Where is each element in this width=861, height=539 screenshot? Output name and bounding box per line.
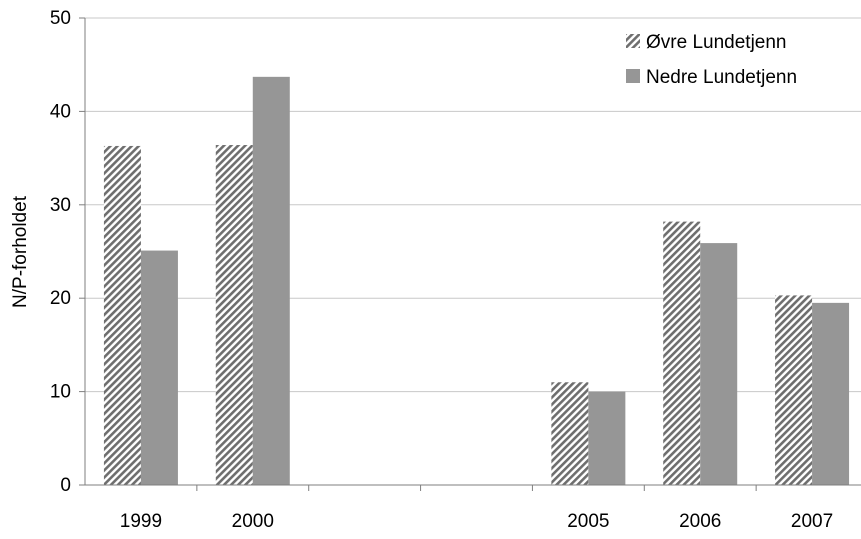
y-tick-label: 20 <box>50 288 71 309</box>
legend-label-nedre: Nedre Lundetjenn <box>646 67 797 88</box>
bars <box>103 76 850 486</box>
bar-nedre-2006 <box>700 243 738 485</box>
bar-ovre-2006 <box>663 221 701 485</box>
bar-nedre-2005 <box>588 391 626 485</box>
bar-nedre-2007 <box>812 302 850 485</box>
y-tick-label: 50 <box>50 8 71 29</box>
x-tick-label: 2005 <box>567 511 609 532</box>
y-tick-label: 0 <box>60 475 71 496</box>
legend-swatch-nedre <box>626 69 640 83</box>
bar-ovre-2007 <box>775 295 813 485</box>
bar-ovre-2000 <box>215 145 253 486</box>
bar-ovre-1999 <box>103 145 141 485</box>
bar-nedre-2000 <box>252 76 290 485</box>
y-tick-label: 40 <box>50 101 71 122</box>
x-tick-label: 1999 <box>120 511 162 532</box>
bar-nedre-1999 <box>140 250 178 485</box>
bar-ovre-2005 <box>551 382 589 485</box>
x-tick-label: 2000 <box>232 511 274 532</box>
y-axis-title: N/P-forholdet <box>10 195 31 308</box>
y-tick-label: 30 <box>50 195 71 216</box>
x-tick-label: 2007 <box>791 511 833 532</box>
y-tick-label: 10 <box>50 382 71 403</box>
legend-swatch-ovre <box>626 34 640 48</box>
legend-label-ovre: Øvre Lundetjenn <box>646 32 787 53</box>
x-tick-label: 2006 <box>679 511 721 532</box>
legend: Øvre Lundetjenn Nedre Lundetjenn <box>626 32 797 88</box>
axes: 0 10 20 30 40 50 1999 2000 2005 2006 2007 <box>50 8 861 532</box>
